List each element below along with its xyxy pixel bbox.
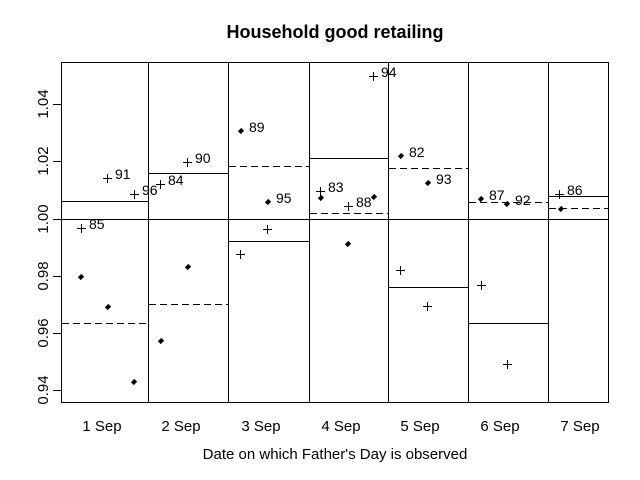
year-label: 92 (515, 192, 531, 208)
panel-boundary-line (228, 62, 229, 403)
panel-solid-level-line (149, 173, 228, 174)
y-tick (53, 276, 61, 277)
panel-boundary-line (148, 62, 149, 403)
panel-dashed-level-line (389, 168, 468, 169)
y-tick (53, 104, 61, 105)
panel-solid-level-line (62, 201, 148, 202)
year-label: 86 (567, 182, 583, 198)
data-point-plus (423, 302, 432, 311)
year-label: 94 (381, 64, 397, 80)
panel-solid-level-line (549, 196, 609, 197)
y-tick-label: 1.00 (35, 204, 52, 234)
data-point-plus (130, 190, 139, 199)
y-tick-label: 0.98 (35, 261, 52, 291)
y-tick-label: 1.02 (35, 146, 52, 176)
year-label: 87 (489, 187, 505, 203)
plot-box (61, 62, 609, 403)
data-point-plus (77, 224, 86, 233)
data-point-plus (183, 158, 192, 167)
year-label: 95 (276, 190, 292, 206)
year-label: 89 (249, 119, 265, 135)
year-label: 84 (168, 172, 184, 188)
data-point-plus (156, 180, 165, 189)
x-tick-label: 4 Sep (321, 418, 361, 435)
x-tick-label: 1 Sep (82, 418, 122, 435)
x-tick-label: 6 Sep (480, 418, 520, 435)
y-tick (53, 161, 61, 162)
year-label: 88 (356, 194, 372, 210)
y-tick (53, 390, 61, 391)
year-label: 82 (409, 144, 425, 160)
x-axis-title: Date on which Father's Day is observed (202, 446, 468, 463)
y-tick-label: 0.94 (35, 375, 52, 405)
panel-dashed-level-line (62, 323, 148, 324)
panel-boundary-line (309, 62, 310, 403)
y-tick-label: 0.96 (35, 318, 52, 348)
data-point-plus (103, 174, 112, 183)
panel-dashed-level-line (549, 208, 609, 209)
chart-title: Household good retailing (226, 22, 444, 42)
year-label: 83 (328, 179, 344, 195)
panel-boundary-line (388, 62, 389, 403)
x-tick-label: 7 Sep (560, 418, 600, 435)
data-point-plus (316, 187, 325, 196)
panel-boundary-line (468, 62, 469, 403)
x-tick-label: 3 Sep (241, 418, 281, 435)
data-point-plus (344, 202, 353, 211)
data-point-plus (263, 225, 272, 234)
data-point-plus (477, 281, 486, 290)
year-label: 96 (142, 182, 158, 198)
year-label: 91 (115, 166, 131, 182)
panel-dashed-level-line (310, 213, 388, 214)
data-point-plus (369, 72, 378, 81)
panel-solid-level-line (310, 158, 388, 159)
data-point-plus (396, 266, 405, 275)
data-point-plus (503, 360, 512, 369)
y-tick (53, 333, 61, 334)
panel-solid-level-line (469, 323, 548, 324)
panel-dashed-level-line (149, 304, 228, 305)
data-point-plus (555, 190, 564, 199)
x-tick-label: 2 Sep (161, 418, 201, 435)
year-label: 93 (436, 171, 452, 187)
panel-solid-level-line (389, 287, 468, 288)
y-tick-label: 1.04 (35, 89, 52, 119)
x-tick-label: 5 Sep (400, 418, 440, 435)
y-tick (53, 219, 61, 220)
panel-boundary-line (548, 62, 549, 403)
data-point-plus (236, 250, 245, 259)
year-label: 90 (195, 150, 211, 166)
panel-dashed-level-line (229, 166, 309, 167)
reference-line (62, 219, 608, 220)
year-label: 85 (89, 216, 105, 232)
panel-solid-level-line (229, 241, 309, 242)
